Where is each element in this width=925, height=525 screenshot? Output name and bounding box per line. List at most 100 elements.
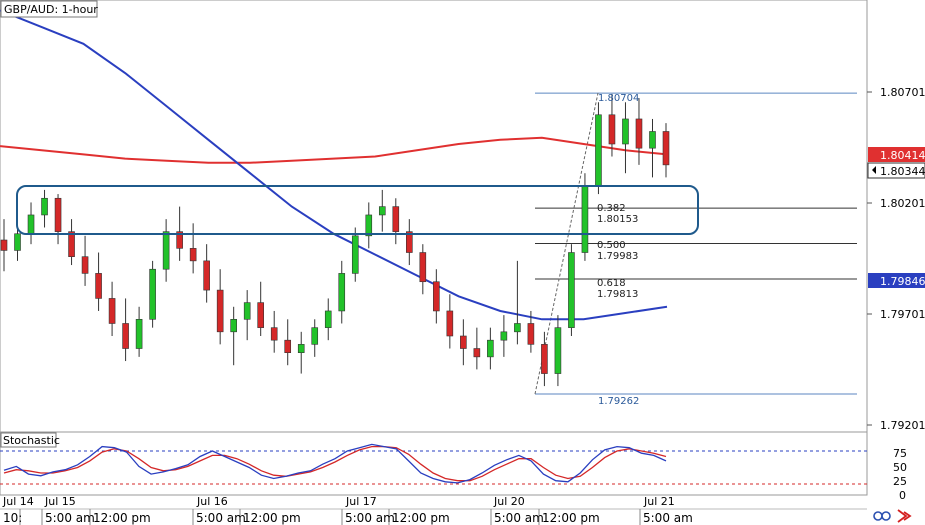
candle (54, 194, 62, 245)
candle-body-down (527, 323, 535, 345)
fib-trend-line[interactable] (534, 92, 599, 395)
time-label: 12:00 pm (542, 511, 600, 525)
candle-body-up (365, 214, 373, 237)
ma-red-value: 1.80414 (880, 149, 925, 162)
candle-body-down (176, 231, 183, 249)
candle (243, 290, 251, 341)
candle-body-down (392, 206, 400, 232)
candle-body-down (95, 273, 102, 299)
candle (460, 319, 467, 366)
candle (392, 198, 400, 245)
candle (203, 244, 210, 303)
fib-level-0382-ratio: 0.382 (597, 203, 626, 214)
candle (284, 319, 292, 366)
link-icon[interactable] (873, 511, 891, 521)
candle-body-down (216, 289, 224, 333)
candle-body-down (108, 298, 116, 324)
ma-blue-value: 1.79846 (880, 275, 925, 288)
candle (473, 327, 481, 370)
stoch-k-line (3, 443, 667, 484)
candle-body-down (608, 114, 616, 145)
candle-body-down (54, 197, 62, 232)
time-label: 10: (3, 511, 22, 525)
candle (189, 223, 197, 274)
candle (149, 260, 156, 328)
time-label: 5:00 am (196, 511, 246, 525)
fibonacci-lines (534, 92, 857, 395)
candle (568, 244, 575, 336)
time-label: 5:00 am (345, 511, 395, 525)
stochastic-label-box (0, 432, 57, 448)
candle (365, 202, 373, 249)
candle (419, 244, 427, 295)
candle (230, 306, 237, 366)
candle (311, 319, 319, 357)
stoch-d-line (3, 445, 667, 482)
candle-body-up (622, 118, 629, 145)
price-tick-label: 1.79701 (880, 308, 925, 321)
candle (446, 294, 454, 349)
candle-body-down (122, 323, 129, 349)
candle-body-up (311, 327, 319, 345)
candle-body-down (635, 118, 643, 149)
candle (270, 310, 278, 353)
candle (162, 219, 170, 282)
candle-body-down (68, 231, 75, 257)
candle-body-up (27, 214, 35, 235)
day-label: Jul 15 (44, 495, 76, 508)
candle (649, 118, 656, 178)
candle (500, 315, 508, 357)
candle-body-up (14, 233, 21, 251)
candle-body-down (433, 281, 440, 312)
support-zone-box[interactable] (16, 185, 699, 235)
candle-body-up (230, 319, 237, 333)
candle-body-down (406, 231, 413, 253)
candle-body-up (378, 206, 386, 216)
candle (324, 298, 332, 341)
last-price-value: 1.80344 (880, 165, 925, 178)
candle (351, 227, 359, 282)
candle-body-down (270, 327, 278, 341)
candle-body-up (595, 114, 602, 187)
candle-body-up (649, 131, 656, 149)
stoch-tick-label: 50 (893, 461, 907, 474)
candle (554, 315, 562, 387)
day-label: Jul 14 (2, 495, 34, 508)
ma-blue-badge (868, 273, 925, 288)
last-price-badge (867, 162, 925, 179)
price-tick-label: 1.80201 (880, 197, 925, 210)
candle-body-down (473, 348, 481, 358)
candle (81, 235, 89, 286)
candle (122, 298, 129, 362)
title-box (0, 0, 98, 18)
stochastic-panel (0, 431, 868, 496)
candle (406, 219, 413, 266)
price-tick-label: 1.80701 (880, 86, 925, 99)
fib-level-0382-price: 1.80153 (597, 214, 638, 225)
candle-body-up (581, 185, 589, 253)
candle (595, 102, 602, 195)
arrow-right-icon[interactable] (897, 509, 912, 523)
fib-level-0500-price: 1.79983 (597, 251, 638, 262)
time-label: 5:00 am (494, 511, 544, 525)
candle-body-down (460, 335, 467, 349)
candle (41, 189, 48, 228)
candle (527, 310, 535, 353)
candle-body-down (446, 310, 454, 337)
candle-body-down (203, 260, 210, 291)
candle-body-up (554, 327, 562, 374)
candle-body-up (500, 331, 508, 341)
candle (635, 98, 643, 165)
candle-body-up (149, 268, 156, 320)
day-label: Jul 21 (643, 495, 675, 508)
candle (433, 269, 440, 324)
candle-body-up (487, 339, 494, 358)
candle (514, 260, 521, 345)
candle (487, 327, 494, 370)
candle (135, 306, 143, 357)
fib-high-label: 1.80704 (598, 93, 639, 104)
price-tick-label: 1.79201 (880, 419, 925, 432)
day-label: Jul 17 (345, 495, 377, 508)
candle (0, 219, 8, 272)
